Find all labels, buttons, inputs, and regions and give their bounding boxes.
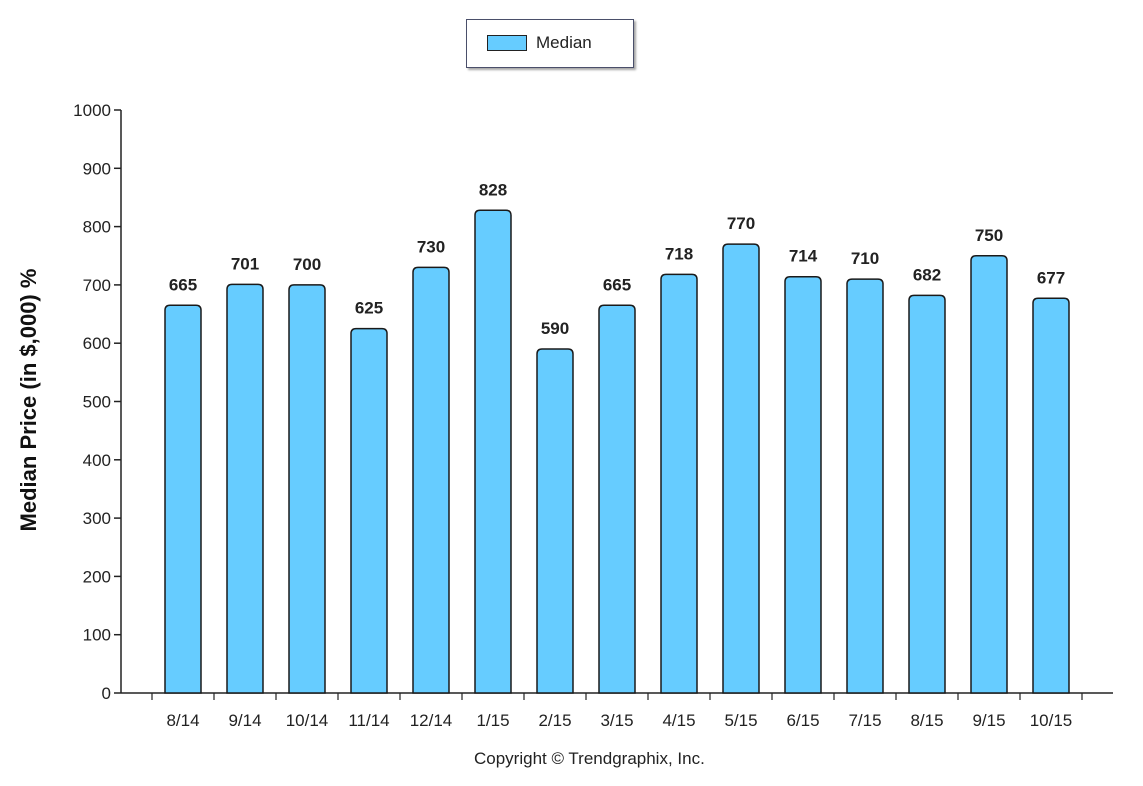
y-tick-label: 400 [83,451,111,470]
x-tick-label: 3/15 [600,711,633,730]
bar [598,304,636,694]
data-label: 625 [355,299,383,318]
y-tick-label: 700 [83,276,111,295]
data-label: 701 [231,254,259,273]
data-label: 700 [293,255,321,274]
x-tick-label: 9/15 [972,711,1005,730]
data-label: 828 [479,180,507,199]
bar [350,327,388,694]
bar [1032,297,1070,694]
x-tick-label: 4/15 [662,711,695,730]
y-tick-label: 900 [83,159,111,178]
x-tick-label: 12/14 [410,711,453,730]
bar [288,284,326,694]
data-label: 677 [1037,268,1065,287]
bar [970,255,1008,694]
legend-label-median: Median [536,33,592,52]
y-tick-label: 800 [83,218,111,237]
x-tick-label: 2/15 [538,711,571,730]
x-tick-label: 9/14 [228,711,261,730]
bar [536,348,574,694]
x-tick-label: 7/15 [848,711,881,730]
data-label: 770 [727,214,755,233]
bar [722,243,760,694]
data-label: 750 [975,226,1003,245]
bar [164,304,202,694]
y-tick-label: 300 [83,509,111,528]
y-tick-label: 500 [83,393,111,412]
y-tick-label: 100 [83,626,111,645]
bar [474,209,512,694]
bar [784,275,822,694]
x-tick-label: 10/15 [1030,711,1073,730]
x-tick-label: 6/15 [786,711,819,730]
bar [908,294,946,694]
y-tick-label: 600 [83,334,111,353]
y-tick-label: 1000 [73,101,111,120]
bar [846,278,884,694]
x-tick-label: 8/15 [910,711,943,730]
data-label: 665 [603,275,631,294]
data-label: 718 [665,244,693,263]
legend-swatch-median [487,35,527,51]
data-label: 590 [541,319,569,338]
data-label: 665 [169,275,197,294]
bar [412,266,450,694]
legend: Median [466,19,634,68]
x-tick-label: 8/14 [166,711,199,730]
data-label: 710 [851,249,879,268]
copyright-text: Copyright © Trendgraphix, Inc. [474,749,705,768]
bar [660,273,698,694]
x-tick-label: 11/14 [348,711,389,730]
y-tick-label: 200 [83,567,111,586]
data-label: 682 [913,265,941,284]
data-label: 714 [789,247,818,266]
x-tick-label: 1/15 [476,711,509,730]
x-tick-label: 5/15 [724,711,757,730]
y-tick-label: 0 [102,684,111,703]
x-tick-label: 10/14 [286,711,329,730]
bar [226,283,264,694]
data-label: 730 [417,237,445,256]
